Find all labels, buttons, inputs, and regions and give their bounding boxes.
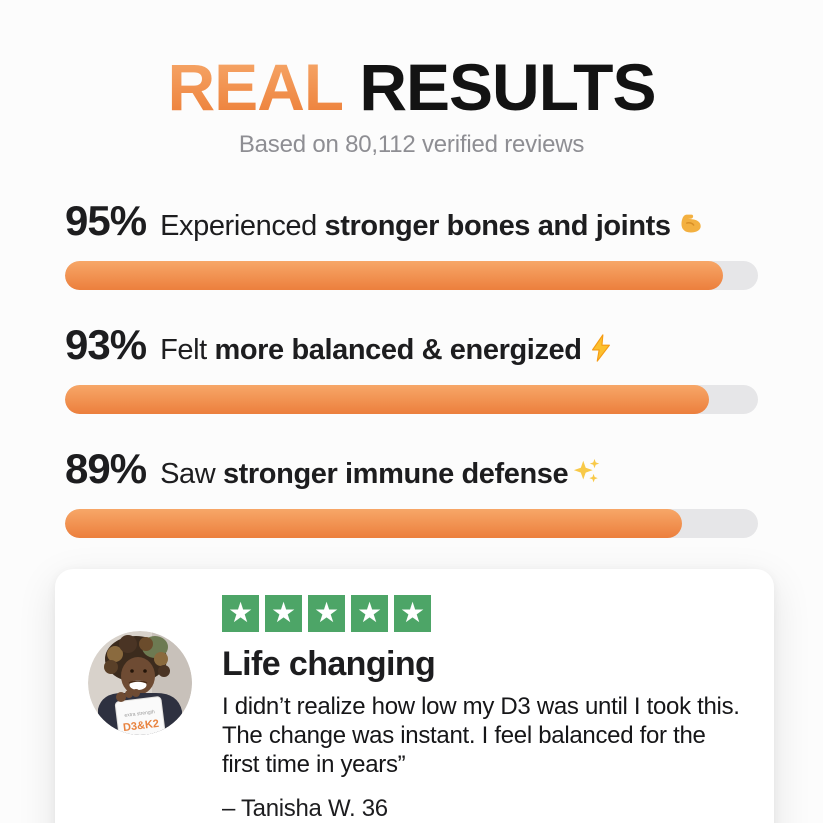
stat-text: Experienced stronger bones and joints	[160, 209, 705, 243]
review-attribution: – Tanisha W. 36	[222, 795, 388, 823]
stats-section: 95% Experienced stronger bones and joint…	[65, 197, 758, 538]
page-title: REAL RESULTS	[0, 54, 823, 120]
stat-label: 95% Experienced stronger bones and joint…	[65, 197, 758, 245]
page-title-rest: RESULTS	[342, 50, 656, 124]
avatar-wrap: extra strength D3&K2	[88, 631, 192, 823]
stat-text: Saw stronger immune defense	[160, 457, 602, 491]
stat-label: 93% Felt more balanced & energized	[65, 321, 758, 369]
reviewer-avatar: extra strength D3&K2	[88, 631, 192, 735]
stat-row-bones: 95% Experienced stronger bones and joint…	[65, 197, 758, 290]
star-icon: ★	[351, 595, 388, 632]
page-title-accent: REAL	[167, 50, 343, 124]
star-icon: ★	[265, 595, 302, 632]
stat-text: Felt more balanced & energized	[160, 333, 616, 367]
lightning-bolt-icon	[591, 334, 610, 362]
flexed-biceps-icon	[681, 214, 701, 233]
star-icon: ★	[222, 595, 259, 632]
star-icon: ★	[308, 595, 345, 632]
review-card: extra strength D3&K2 ★ ★ ★ ★ ★ Life chan…	[55, 569, 774, 823]
progress-fill	[65, 509, 682, 538]
review-content: ★ ★ ★ ★ ★ Life changing I didn’t realize…	[222, 595, 746, 823]
review-quote: I didn’t realize how low my D3 was until…	[222, 693, 740, 779]
progress-track	[65, 509, 758, 538]
progress-fill	[65, 385, 710, 414]
progress-track	[65, 385, 758, 414]
reviews-subtitle: Based on 80,112 verified reviews	[238, 131, 585, 158]
progress-fill	[65, 261, 724, 290]
stat-label: 89% Saw stronger immune defense	[65, 445, 758, 493]
stat-percent: 89%	[65, 445, 147, 492]
star-icon: ★	[394, 595, 431, 632]
stat-row-energy: 93% Felt more balanced & energized	[65, 321, 758, 414]
avatar-box-line1: extra strength	[124, 709, 155, 719]
progress-track	[65, 261, 758, 290]
stat-percent: 93%	[65, 321, 147, 368]
avatar-box-line2: D3&K2	[122, 718, 159, 734]
header: REAL RESULTS Based on 80,112 verified re…	[0, 54, 823, 159]
sparkles-icon	[574, 458, 600, 483]
stat-row-immune: 89% Saw stronger immune defense	[65, 445, 758, 538]
rating-stars: ★ ★ ★ ★ ★	[222, 595, 746, 632]
review-title: Life changing	[222, 645, 436, 683]
stat-percent: 95%	[65, 197, 147, 244]
